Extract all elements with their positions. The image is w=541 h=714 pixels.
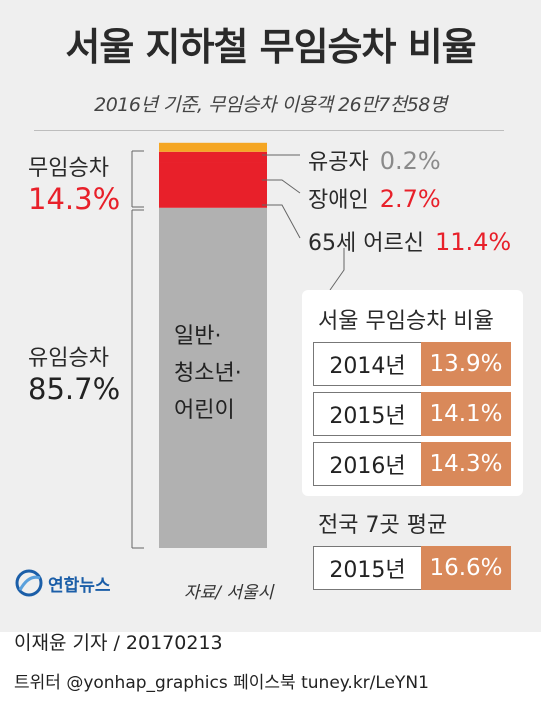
row-year: 2015년 bbox=[313, 392, 421, 436]
social-links: 트위터 @yonhap_graphics 페이스북 tuney.kr/LeYN1 bbox=[14, 673, 429, 693]
paid-ride-value: 85.7% bbox=[28, 372, 121, 406]
leader-box bbox=[329, 248, 345, 291]
callout-disabled-label: 장애인 bbox=[308, 188, 369, 213]
free-ride-label: 무임승차 bbox=[28, 156, 109, 181]
leader-disabled bbox=[262, 179, 301, 194]
chart-subtitle: 2016년 기준, 무임승차 이용객 26만7천58명 bbox=[94, 94, 447, 116]
callout-merit-label: 유공자 bbox=[308, 150, 369, 175]
bar-text-line-2: 청소년· bbox=[174, 361, 242, 386]
table-row: 2015년 14.1% bbox=[313, 392, 511, 436]
table-row: 2014년 13.9% bbox=[313, 342, 511, 386]
callout-merit: 유공자 0.2% bbox=[308, 144, 441, 176]
bar-segment-disabled bbox=[159, 151, 267, 163]
callout-senior-value: 11.4% bbox=[434, 228, 512, 256]
bar-segment-merit bbox=[159, 142, 267, 152]
row-value: 14.1% bbox=[421, 392, 511, 436]
row-year: 2014년 bbox=[313, 342, 421, 386]
national-average-title: 전국 7곳 평균 bbox=[318, 513, 448, 538]
callout-disabled-value: 2.7% bbox=[379, 185, 441, 213]
bar-text-line-1: 일반· bbox=[174, 324, 222, 349]
national-row: 2015년 16.6% bbox=[313, 546, 511, 590]
table-row: 2016년 14.3% bbox=[313, 442, 511, 486]
seoul-ratio-title: 서울 무임승차 비율 bbox=[318, 309, 494, 334]
row-year: 2016년 bbox=[313, 442, 421, 486]
bar-text-line-3: 어린이 bbox=[174, 398, 235, 423]
callout-merit-value: 0.2% bbox=[379, 147, 441, 175]
free-ride-value: 14.3% bbox=[28, 182, 121, 216]
source-note: 자료/ 서울시 bbox=[184, 583, 274, 603]
free-bracket bbox=[131, 150, 144, 208]
bar-segment-general bbox=[159, 207, 267, 548]
national-year: 2015년 bbox=[313, 546, 421, 590]
row-value: 13.9% bbox=[421, 342, 511, 386]
bar-inner-text: 일반· 청소년· 어린이 bbox=[162, 318, 267, 429]
yonhap-logo: 연합뉴스 bbox=[14, 568, 111, 598]
callout-disabled: 장애인 2.7% bbox=[308, 182, 441, 214]
bar-segment-senior bbox=[159, 162, 267, 208]
yonhap-logo-text: 연합뉴스 bbox=[48, 575, 111, 596]
chart-title: 서울 지하철 무임승차 비율 bbox=[65, 25, 476, 69]
callout-senior-label: 65세 어르신 bbox=[308, 231, 424, 256]
leader-senior bbox=[262, 204, 301, 239]
title-divider bbox=[34, 130, 504, 131]
paid-bracket bbox=[131, 209, 144, 549]
row-value: 14.3% bbox=[421, 442, 511, 486]
stacked-bar-chart bbox=[131, 142, 345, 549]
national-value: 16.6% bbox=[421, 546, 511, 590]
byline: 이재윤 기자 / 20170213 bbox=[14, 632, 223, 654]
callout-senior: 65세 어르신 11.4% bbox=[308, 225, 511, 257]
yonhap-logo-icon bbox=[15, 569, 43, 597]
paid-ride-label: 유임승차 bbox=[28, 346, 109, 371]
